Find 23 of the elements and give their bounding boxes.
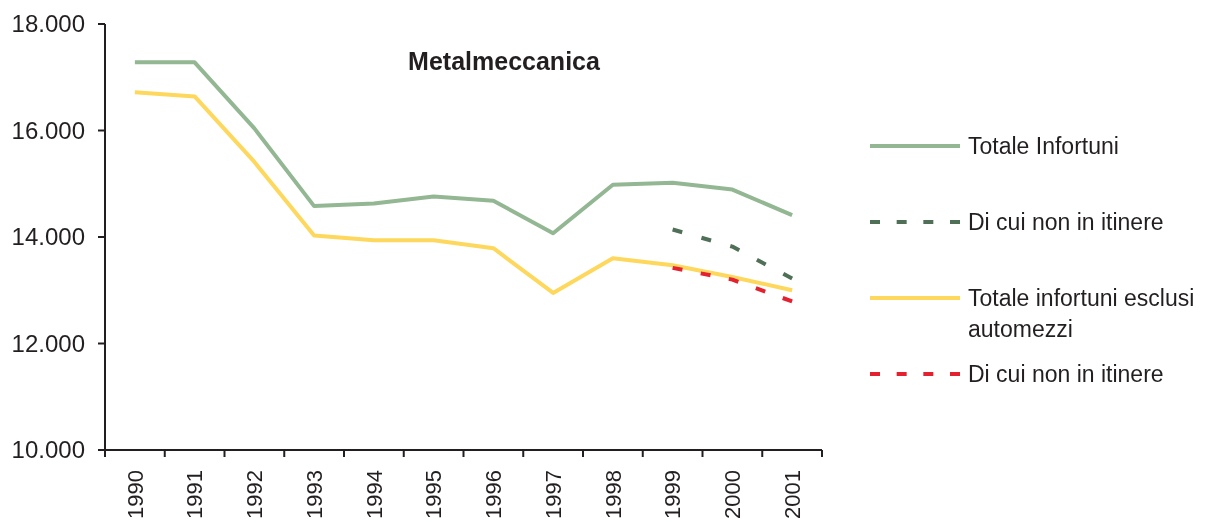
x-tick-label: 1994 bbox=[361, 470, 387, 519]
y-tick-label: 10.000 bbox=[11, 436, 85, 464]
y-tick-label: 14.000 bbox=[11, 223, 85, 251]
text: Metalmeccanica bbox=[408, 47, 601, 75]
x-tick-label: 2001 bbox=[779, 470, 805, 519]
legend-label: Totale infortuni esclusi automezzi bbox=[968, 285, 1195, 343]
x-tick-label: 1991 bbox=[182, 470, 208, 519]
line-series bbox=[132, 90, 795, 295]
legend-label: Di cui non in itinere bbox=[968, 209, 1164, 236]
x-tick-label: 1990 bbox=[122, 470, 148, 519]
y-tick-label: 16.000 bbox=[11, 116, 85, 144]
x-tick-label: 1998 bbox=[600, 470, 626, 519]
x-tick-label: 1996 bbox=[481, 470, 507, 519]
y-tick-label: 12.000 bbox=[11, 329, 85, 357]
x-tick-label: 2000 bbox=[720, 470, 746, 519]
x-tick-label: 1995 bbox=[421, 470, 447, 519]
legend-label: Totale Infortuni bbox=[968, 133, 1119, 160]
x-tick-label: 1993 bbox=[301, 470, 327, 519]
x-tick-label: 1992 bbox=[242, 470, 268, 519]
x-tick-label: 1999 bbox=[660, 470, 686, 519]
y-tick-label: 18.000 bbox=[11, 10, 85, 38]
x-tick-label: 1997 bbox=[540, 470, 566, 519]
legend-label: Di cui non in itinere bbox=[968, 361, 1164, 388]
